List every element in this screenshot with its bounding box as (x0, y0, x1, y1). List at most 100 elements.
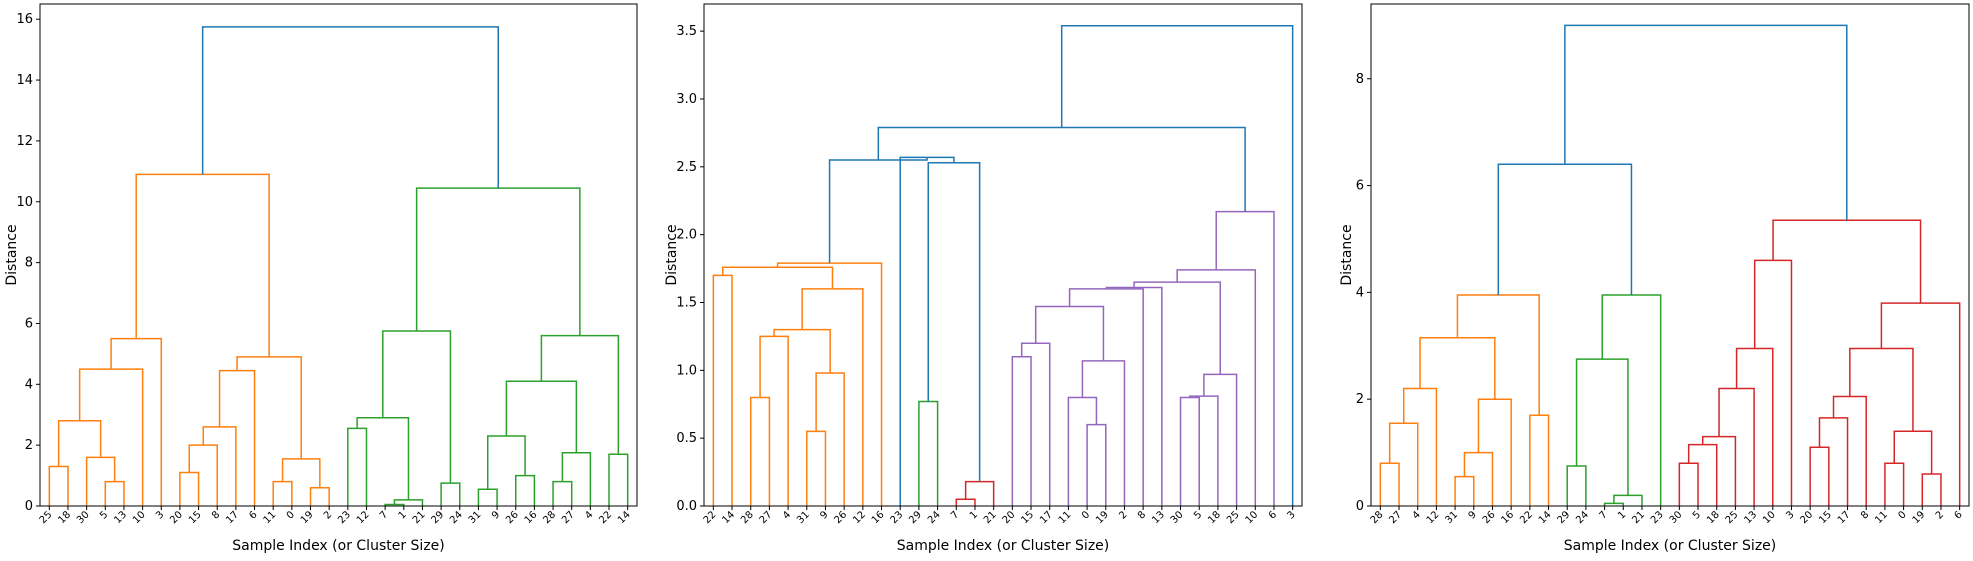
dendrogram-link (712, 274, 733, 506)
dendrogram-link (1921, 473, 1942, 506)
dendrogram-link (48, 465, 69, 506)
leaf-label: 11 (262, 509, 279, 526)
dendrogram-link (918, 400, 939, 506)
leaf-label: 25 (1225, 509, 1242, 526)
y-axis-label: Distance (4, 224, 20, 285)
y-tick-label: 1.0 (676, 363, 697, 378)
leaf-label: 6 (247, 509, 259, 521)
dendrogram-link (828, 157, 928, 264)
dendrogram-link (721, 266, 834, 289)
dendrogram-link (1687, 443, 1718, 506)
y-axis-label: Distance (1339, 224, 1355, 285)
dendrogram-link (1189, 395, 1219, 506)
leaf-label: 16 (523, 509, 540, 526)
leaf-label: 25 (1724, 509, 1741, 526)
dendrogram-link (1454, 475, 1475, 506)
leaf-label: 11 (1873, 509, 1890, 526)
dendrogram-link (309, 486, 330, 506)
leaf-label: 14 (616, 509, 633, 526)
dendrogram-link (1179, 396, 1200, 506)
dendrogram-link (749, 396, 771, 506)
leaf-label: 8 (1859, 509, 1871, 521)
leaf-label: 17 (1836, 509, 1853, 526)
y-tick-label: 1.5 (676, 295, 697, 310)
leaf-label: 21 (982, 509, 999, 526)
leaf-label: 12 (851, 509, 868, 526)
leaf-label: 20 (1001, 509, 1018, 526)
dendrogram-link (1105, 286, 1163, 506)
dendrogram-link (1388, 422, 1419, 506)
dendrogram-panel-2: 0.00.51.01.52.02.53.03.522 14 28 27 4 31 9 26 12… (664, 3, 1303, 554)
leaf-label: 13 (1742, 509, 1759, 526)
dendrogram-link (927, 161, 981, 482)
leaf-label: 1 (397, 509, 409, 521)
y-tick-label: 10 (16, 195, 33, 210)
leaf-label: 20 (168, 509, 185, 526)
leaf-label: 5 (1192, 509, 1204, 521)
leaf-label: 10 (131, 509, 148, 526)
leaf-label: 25 (38, 509, 55, 526)
dendrogram-link (272, 480, 293, 506)
leaf-label: 31 (1443, 509, 1460, 526)
leaf-label: 30 (75, 509, 92, 526)
leaf-label: 17 (224, 509, 241, 526)
dendrogram-link (1379, 462, 1400, 506)
dendrogram-link (415, 187, 581, 336)
dendrogram-link (1456, 294, 1540, 416)
leaf-label: 17 (1038, 509, 1055, 526)
y-tick-label: 3.0 (676, 92, 697, 107)
leaf-label: 28 (739, 509, 756, 526)
leaf-label: 31 (467, 509, 484, 526)
dendrogram-link (1701, 435, 1737, 506)
dendrogram-link (1564, 24, 1848, 221)
dendrogram-link (202, 426, 237, 506)
x-axis-label: Sample Index (or Cluster Size) (897, 538, 1110, 554)
axes-frame (1370, 3, 1970, 507)
dendrogram-link (57, 420, 102, 467)
y-tick-label: 2.5 (676, 160, 697, 175)
dendrogram-link (552, 480, 573, 506)
leaf-label: 26 (504, 509, 521, 526)
leaf-label: 8 (210, 509, 222, 521)
dendrogram-link (1603, 502, 1625, 506)
dendrogram-link (1849, 347, 1914, 432)
dendrogram-link (877, 126, 1246, 212)
leaf-label: 7 (1597, 509, 1609, 521)
leaf-label: 6 (1267, 509, 1279, 521)
dendrogram-link (1818, 417, 1849, 506)
dendrogram-link (487, 435, 526, 490)
dendrogram-link (1034, 305, 1105, 361)
dendrogram-link (1678, 462, 1699, 506)
y-tick-label: 4 (1356, 285, 1364, 300)
leaf-label: 28 (1369, 509, 1386, 526)
dendrogram-link (110, 337, 163, 506)
leaf-label: 19 (1094, 509, 1111, 526)
leaf-label: 9 (490, 509, 502, 521)
leaf-label: 30 (1668, 509, 1685, 526)
leaf-label: 10 (1244, 509, 1261, 526)
dendrogram-link (1060, 24, 1294, 506)
dendrogram-link (1718, 387, 1755, 506)
dendrogram-link (135, 173, 270, 357)
axes-frame (703, 3, 1303, 507)
dendrogram-link (1402, 387, 1438, 506)
leaf-label: 19 (1911, 509, 1928, 526)
dendrogram-link (1203, 373, 1238, 506)
leaf-label: 4 (583, 509, 595, 521)
axes-frame (39, 3, 638, 507)
dendrogram-link (1215, 210, 1275, 506)
x-axis-label: Sample Index (or Cluster Size) (1564, 538, 1777, 554)
dendrogram-link (899, 156, 955, 506)
dendrogram-link (356, 417, 410, 500)
leaf-label: 2 (1934, 509, 1946, 521)
dendrogram-link (1880, 302, 1961, 506)
y-tick-label: 4 (25, 377, 33, 392)
dendrogram-link (477, 488, 498, 506)
leaf-label: 3 (1784, 509, 1796, 521)
y-tick-label: 6 (1356, 179, 1364, 194)
leaf-label: 16 (1499, 509, 1516, 526)
dendrogram-link (1133, 281, 1221, 375)
dendrogram-link (759, 335, 789, 506)
